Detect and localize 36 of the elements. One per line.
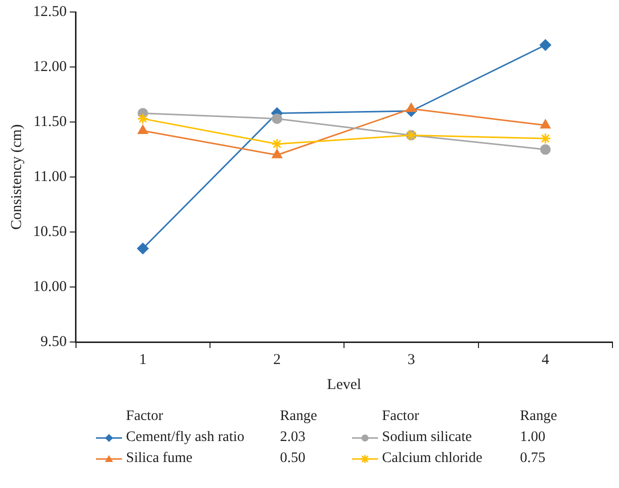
- text: 0.75: [520, 450, 546, 467]
- y-tick-label: 10.50: [33, 224, 67, 240]
- legend-label: Cement/fly ash ratio: [126, 429, 246, 446]
- point: [540, 144, 551, 155]
- y-tick-label: 12.00: [33, 58, 67, 75]
- point: [540, 39, 552, 51]
- legend-label: Calcium chloride: [382, 450, 484, 467]
- legend-label: Silica fume: [126, 450, 194, 467]
- point: [272, 149, 282, 158]
- point: [138, 125, 148, 134]
- y-tick-label: 9.50: [40, 334, 67, 350]
- text: Range: [280, 408, 318, 425]
- x-tick-label: 2: [273, 352, 281, 368]
- legend-title: Factor: [126, 408, 164, 425]
- text: Factor: [382, 408, 420, 424]
- legend-label: Sodium silicate: [382, 429, 473, 446]
- x-tick-label: 4: [542, 352, 550, 368]
- point: [137, 242, 149, 254]
- text: Range: [520, 408, 558, 424]
- point: [271, 138, 283, 150]
- text: 1.00: [520, 429, 546, 446]
- x-tick-label: 3: [407, 352, 415, 368]
- point: [406, 103, 416, 112]
- y-tick-label: 12.50: [33, 4, 67, 20]
- text: 2.03: [280, 429, 306, 446]
- point: [540, 120, 550, 129]
- y-tick-label: 11.00: [34, 168, 67, 185]
- x-axis-title: Level: [327, 376, 362, 393]
- point: [137, 112, 149, 124]
- y-axis-title: Consistency (cm): [8, 124, 25, 230]
- x-tick-label: 1: [139, 352, 147, 368]
- y-tick-label: 11.50: [34, 114, 67, 130]
- point: [540, 132, 552, 144]
- point: [272, 113, 282, 124]
- text: 0.50: [280, 450, 306, 467]
- y-tick-label: 10.00: [33, 278, 67, 295]
